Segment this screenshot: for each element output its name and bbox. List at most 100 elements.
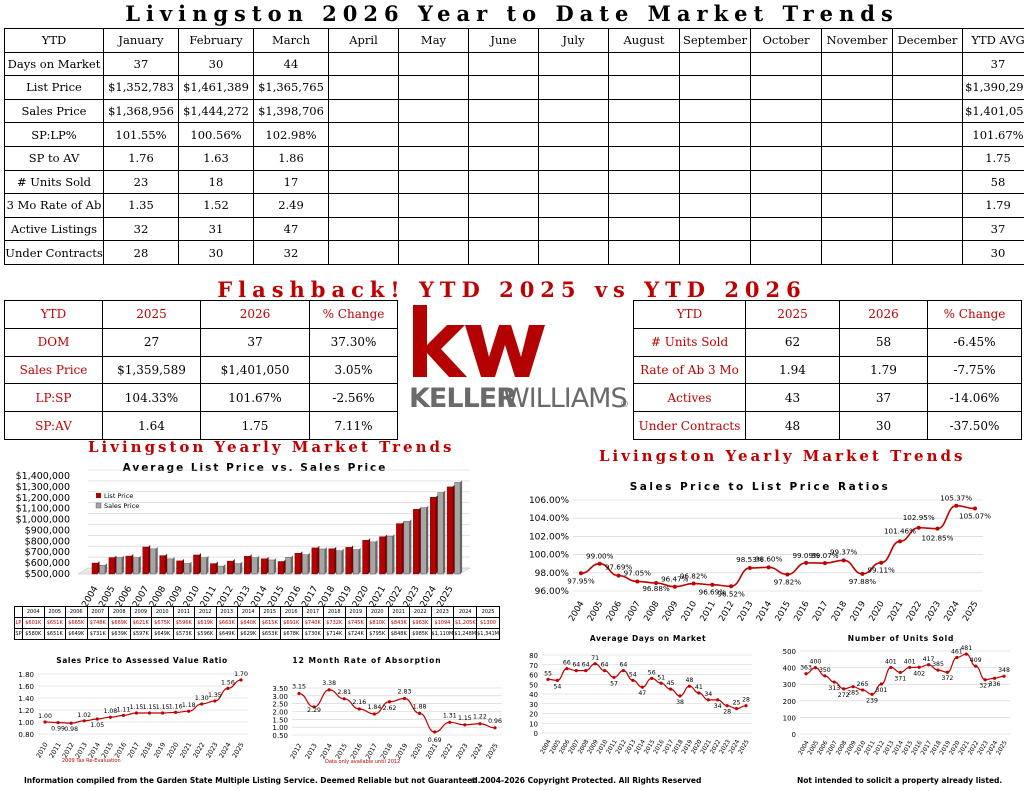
sp-av-chart-data-label: 1.16 <box>169 703 183 710</box>
ratio-chart-point <box>579 571 583 576</box>
sp-value: $730K <box>301 628 324 640</box>
ytd-cell: 17 <box>253 169 329 195</box>
bar-chart-ytick: $800,000 <box>25 536 70 547</box>
kw-mark <box>413 305 545 377</box>
dom-chart-point <box>631 678 635 682</box>
ytd-cell <box>750 240 822 265</box>
ytd-column-header: May <box>398 28 469 53</box>
lp-value: $596K <box>172 617 195 629</box>
absorption-chart-point <box>463 723 467 727</box>
absorption-chart-data-label: 2.83 <box>398 688 412 695</box>
compare-row: Under Contracts 48 30 -37.50% <box>633 411 1022 440</box>
sp-value: $714K <box>323 628 346 640</box>
units-chart-point <box>823 674 827 678</box>
footer-disclaimer: Not intended to solicit a property alrea… <box>797 776 1003 785</box>
lp-value: $619K <box>194 617 217 629</box>
bar-chart-ytick: $1,000,000 <box>16 515 70 526</box>
ytd-cell <box>892 51 963 77</box>
list-price-bar-side <box>418 507 421 574</box>
dom-chart-data-label: 64 <box>582 662 590 669</box>
dom-chart-ytick: 20 <box>529 711 538 719</box>
list-price-bar <box>429 497 436 575</box>
absorption-chart-data-label: 1.31 <box>443 712 457 719</box>
compare-cell: $1,359,589 <box>102 355 201 385</box>
ratio-chart-series-line <box>580 504 976 588</box>
absorption-chart-point <box>327 688 331 692</box>
dom-chart-point <box>593 662 597 666</box>
sp-av-chart-point <box>82 719 86 723</box>
ytd-cell <box>328 216 399 242</box>
ratio-chart-data-label: 99.07% <box>811 551 839 560</box>
dom-chart-ytick: 50 <box>529 681 538 689</box>
ytd-cell <box>750 75 822 100</box>
ytd-table: YTD January February March April May June July A… <box>4 28 1024 265</box>
dom-chart-data-label: 56 <box>648 669 656 676</box>
units-chart-data-label: 402 <box>913 670 925 677</box>
sp-value: $731K <box>86 628 109 640</box>
list-price-bar <box>243 556 250 575</box>
list-price-bar-side <box>165 553 168 574</box>
absorption-chart-xtick: 2015 <box>334 742 349 760</box>
dom-chart-point <box>716 698 720 702</box>
lp-sp-year: 2008 <box>108 606 131 618</box>
units-chart-data-label: 401 <box>904 658 916 665</box>
sp-av-chart-ytick: 1.40 <box>18 695 34 703</box>
sp-av-chart-data-label: 1.08 <box>103 708 117 715</box>
sp-av-chart-point <box>174 710 178 715</box>
lp-value: $1,205K <box>453 617 478 629</box>
ratio-chart-xtick: 2018 <box>830 600 849 624</box>
sp-label: SP <box>14 628 23 640</box>
ytd-row: 3 Mo Rate of Ab 1.35 1.52 2.49 1.79 <box>4 193 1024 218</box>
dom-chart-point <box>697 691 701 695</box>
ratio-chart-data-label: 105.07% <box>959 511 991 520</box>
sp-av-chart-point <box>161 711 165 715</box>
ratio-chart-xtick: 2005 <box>586 600 605 624</box>
sales-price-bar-side <box>460 480 463 574</box>
compare-row: Rate of Ab 3 Mo 1.94 1.79 -7.75% <box>633 355 1022 385</box>
sales-price-bar-side <box>189 561 192 574</box>
ytd-cell <box>398 51 469 77</box>
bar-chart-title: Average List Price vs. Sales Price <box>123 462 388 474</box>
sales-price-bar-side <box>105 563 107 574</box>
sp-av-chart-ytick: 0.80 <box>18 731 34 739</box>
units-chart-point <box>964 652 968 656</box>
ratio-chart-point <box>710 582 715 587</box>
sales-price-bar-side <box>121 555 124 574</box>
absorption-chart-ytick: 1.50 <box>272 716 288 724</box>
compare-row: # Units Sold 62 58 -6.45% <box>633 327 1022 357</box>
ytd-cell <box>608 98 680 124</box>
compare-row: SP:AV 1.64 1.75 7.11% <box>4 411 398 440</box>
dom-chart-point <box>602 669 607 673</box>
dom-chart-ytick: 40 <box>529 691 538 699</box>
units-chart-point <box>936 668 940 672</box>
units-chart-data-label: 327 <box>979 683 991 690</box>
sp-value: $1,110M <box>430 628 455 640</box>
absorption-chart-data-label: 2.62 <box>383 705 397 712</box>
sp-row: SP $580K $651K $649K $731K $639K $597K $649K $57… <box>14 628 500 640</box>
units-chart-data-label: 313 <box>828 685 840 692</box>
units-chart-point <box>917 665 921 669</box>
absorption-chart-series-line <box>298 689 496 733</box>
dom-chart-point <box>734 707 739 711</box>
sales-price-bar-side <box>358 547 361 574</box>
lp-sp-year: 2021 <box>387 606 410 618</box>
sp-av-chart-data-label: 1.11 <box>117 706 131 713</box>
bar-chart-ytick: $500,000 <box>25 569 70 580</box>
ratio-chart-data-label: 105.37% <box>940 494 972 503</box>
lp-sp-year: 2010 <box>151 606 174 618</box>
ratio-chart-point <box>616 573 621 578</box>
sales-price-bar <box>420 507 427 575</box>
absorption-chart-data-label: 1.88 <box>413 703 427 710</box>
absorption-chart-data-label: 0.96 <box>488 718 502 725</box>
lp-value: $810K <box>366 617 389 629</box>
lp-value: $675K <box>151 617 174 629</box>
sp-value: $639K <box>108 628 131 640</box>
ytd-avg-cell: 1.79 <box>962 193 1024 218</box>
ytd-cell: $1,444,272 <box>178 98 254 124</box>
compare-table-right: YTD 2025 2026% Change # Units Sold 62 58 -6.45… <box>633 300 1022 440</box>
ratio-chart-ytick: 106.00% <box>529 496 569 506</box>
ytd-row-label: SP to AV <box>4 145 104 171</box>
sp-av-chart-data-label: 0.98 <box>64 726 78 733</box>
lp-sp-year: 2023 <box>430 606 455 618</box>
sp-av-chart-xtick: 2014 <box>87 741 102 759</box>
